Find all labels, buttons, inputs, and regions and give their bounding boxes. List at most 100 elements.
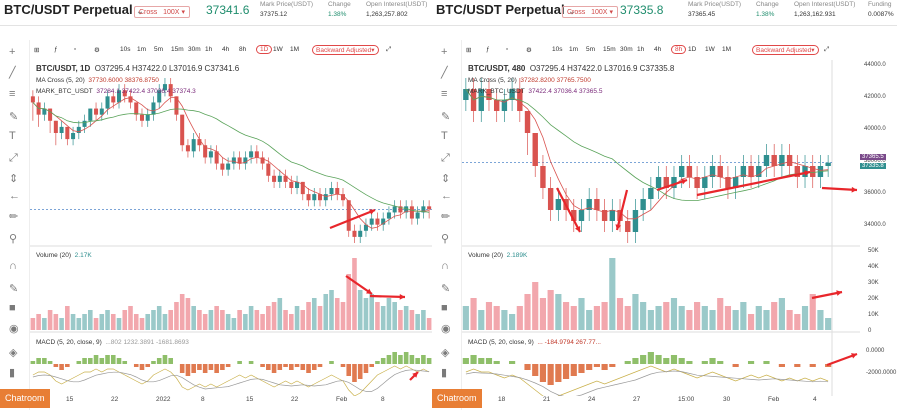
macd-histogram-bar: [283, 364, 288, 367]
backward-adjusted-select[interactable]: Backward Adjusted▾: [752, 45, 819, 55]
pattern-icon[interactable]: ⤢: [9, 152, 18, 164]
lock-icon[interactable]: ■: [9, 302, 16, 314]
timeframe-10s[interactable]: 10s: [552, 46, 563, 53]
trash-icon[interactable]: ▮: [9, 367, 16, 379]
chart-area[interactable]: [462, 60, 860, 396]
zoom-icon[interactable]: ⚲: [441, 233, 450, 245]
toolbar-chart-type-icon[interactable]: ▫: [74, 46, 77, 53]
timeframe-1D[interactable]: 1D: [256, 45, 273, 54]
toolbar-gear-icon[interactable]: ⚙: [526, 47, 532, 54]
crosshair-icon[interactable]: +: [441, 46, 448, 58]
measure-icon[interactable]: ⇕: [441, 173, 451, 185]
fib-icon[interactable]: ≡: [441, 88, 448, 100]
backward-adjusted-select[interactable]: Backward Adjusted▾: [312, 45, 379, 55]
fullscreen-icon[interactable]: ⤢: [824, 46, 830, 53]
symbol-title[interactable]: BTC/USDT Perpetual ⌄: [4, 2, 144, 17]
symbol-title[interactable]: BTC/USDT Perpetual ⌄: [436, 2, 576, 17]
toolbar-gear-icon[interactable]: ⚙: [94, 47, 100, 54]
back-arrow-icon[interactable]: ←: [9, 190, 20, 202]
volume-bar: [128, 306, 133, 330]
lock-icon[interactable]: ■: [441, 302, 448, 314]
symbol-name[interactable]: BTC/USDT Perpetual: [436, 2, 565, 17]
toolbar-chart-type-icon[interactable]: ▫: [506, 46, 509, 53]
chatroom-button[interactable]: Chatroom: [0, 389, 50, 408]
timeframe-5m[interactable]: 5m: [586, 46, 596, 53]
ruler-icon[interactable]: ✏: [9, 211, 19, 223]
timeframe-1W[interactable]: 1W: [273, 46, 283, 53]
timeframe-1W[interactable]: 1W: [705, 46, 715, 53]
timeframe-15m[interactable]: 15m: [603, 46, 616, 53]
toolbar-fx-icon[interactable]: ƒ: [486, 46, 490, 53]
macd-histogram-bar: [593, 364, 600, 367]
lock-draw-icon[interactable]: ✎: [9, 283, 19, 295]
toolbar-fx-icon[interactable]: ƒ: [54, 46, 58, 53]
candle-body: [53, 120, 58, 133]
timeframe-1h[interactable]: 1h: [637, 46, 645, 53]
magnet-icon[interactable]: ∩: [441, 260, 449, 272]
timeframe-8h[interactable]: 8h: [239, 46, 247, 53]
arrow-head: [681, 178, 687, 185]
lock-draw-icon[interactable]: ✎: [441, 283, 451, 295]
text-icon[interactable]: T: [9, 130, 16, 142]
volume-bar: [214, 306, 219, 330]
candlestick-chart[interactable]: [30, 60, 432, 396]
toolbar-settings-icon[interactable]: ⊞: [466, 47, 472, 54]
candle-body: [427, 206, 432, 210]
trendline-icon[interactable]: ╱: [9, 67, 16, 79]
candlestick-chart[interactable]: [462, 60, 860, 396]
chart-area[interactable]: [30, 60, 432, 396]
pattern-icon[interactable]: ⤢: [441, 152, 450, 164]
leverage-selector[interactable]: Cross 100X ▾: [562, 6, 618, 18]
fullscreen-icon[interactable]: ⤢: [386, 46, 392, 53]
candle-body: [162, 84, 167, 91]
timeframe-4h[interactable]: 4h: [654, 46, 662, 53]
layers-icon[interactable]: ◈: [441, 347, 450, 359]
candle-body: [609, 210, 616, 221]
pair-timeframe: BTC/USDT, 1D: [36, 64, 91, 73]
crosshair-icon[interactable]: +: [9, 46, 16, 58]
ruler-icon[interactable]: ✏: [441, 211, 451, 223]
zoom-icon[interactable]: ⚲: [9, 233, 18, 245]
candle-body: [318, 194, 323, 201]
timeframe-30m[interactable]: 30m: [620, 46, 633, 53]
timeframe-1M[interactable]: 1M: [722, 46, 732, 53]
macd-histogram-bar: [647, 352, 654, 364]
magnet-icon[interactable]: ∩: [9, 260, 17, 272]
timeframe-15m[interactable]: 15m: [171, 46, 184, 53]
timeframe-8h[interactable]: 8h: [671, 45, 687, 54]
leverage-selector[interactable]: Cross 100X ▾: [134, 6, 190, 18]
pen-icon[interactable]: ✎: [441, 111, 451, 123]
back-arrow-icon[interactable]: ←: [441, 190, 452, 202]
timeframe-30m[interactable]: 30m: [188, 46, 201, 53]
chatroom-button[interactable]: Chatroom: [432, 389, 482, 408]
pen-icon[interactable]: ✎: [9, 111, 19, 123]
timeframe-10s[interactable]: 10s: [120, 46, 131, 53]
trash-icon[interactable]: ▮: [441, 367, 448, 379]
chevron-down-icon[interactable]: ⌄: [136, 6, 144, 16]
fib-icon[interactable]: ≡: [9, 88, 16, 100]
symbol-name[interactable]: BTC/USDT Perpetual: [4, 2, 133, 17]
timeframe-5m[interactable]: 5m: [154, 46, 164, 53]
eye-icon[interactable]: ◉: [441, 323, 451, 335]
timeframe-4h[interactable]: 4h: [222, 46, 230, 53]
text-icon[interactable]: T: [441, 130, 448, 142]
candle-body: [272, 175, 277, 182]
layers-icon[interactable]: ◈: [9, 347, 18, 359]
timeframe-1D[interactable]: 1D: [688, 46, 697, 53]
trendline-icon[interactable]: ╱: [441, 67, 448, 79]
toolbar-settings-icon[interactable]: ⊞: [34, 47, 40, 54]
eye-icon[interactable]: ◉: [9, 323, 19, 335]
change-value: 1.38%: [756, 11, 775, 18]
timeframe-1m[interactable]: 1m: [569, 46, 579, 53]
timeframe-1M[interactable]: 1M: [290, 46, 300, 53]
candle-body: [277, 175, 282, 182]
chevron-down-icon[interactable]: ⌄: [568, 6, 576, 16]
candle-body: [392, 206, 397, 213]
macd-histogram-bar: [151, 361, 156, 364]
timeframe-1h[interactable]: 1h: [205, 46, 213, 53]
arrow-shaft: [821, 186, 858, 192]
macd-histogram-bar: [403, 352, 409, 364]
measure-icon[interactable]: ⇕: [9, 173, 19, 185]
last-price: 37341.6: [206, 3, 250, 17]
timeframe-1m[interactable]: 1m: [137, 46, 147, 53]
